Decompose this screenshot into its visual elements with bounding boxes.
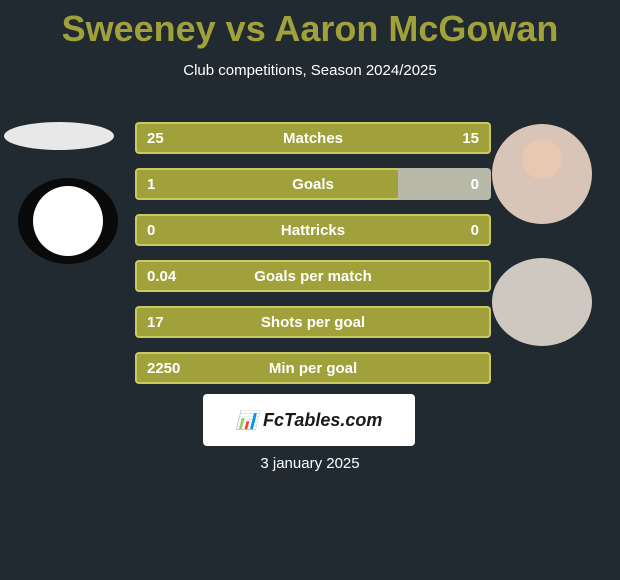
player2-avatar bbox=[492, 124, 592, 224]
stat-left-value: 0 bbox=[147, 222, 155, 239]
stat-left-value: 2250 bbox=[147, 360, 180, 377]
stat-label: Matches bbox=[283, 130, 343, 147]
stat-right-value: 15 bbox=[462, 130, 479, 147]
stat-row: 25 Matches 15 bbox=[135, 122, 491, 154]
branding-logo: 📊 FcTables.com bbox=[203, 394, 415, 446]
stat-row: 2250 Min per goal bbox=[135, 352, 491, 384]
stat-left-value: 25 bbox=[147, 130, 164, 147]
club-badge-inner bbox=[33, 186, 103, 256]
player2-club-badge bbox=[492, 258, 592, 346]
date-label: 3 january 2025 bbox=[260, 455, 359, 472]
stat-left-value: 1 bbox=[147, 176, 155, 193]
player1-avatar bbox=[4, 122, 114, 150]
stat-right-value: 0 bbox=[471, 176, 479, 193]
page-title: Sweeney vs Aaron McGowan bbox=[0, 0, 620, 50]
stat-label: Min per goal bbox=[269, 360, 357, 377]
stat-label: Hattricks bbox=[281, 222, 345, 239]
stat-left-value: 0.04 bbox=[147, 268, 176, 285]
stat-row: 0 Hattricks 0 bbox=[135, 214, 491, 246]
stat-left-value: 17 bbox=[147, 314, 164, 331]
stat-row: 0.04 Goals per match bbox=[135, 260, 491, 292]
stat-row: 17 Shots per goal bbox=[135, 306, 491, 338]
stat-right-value: 0 bbox=[471, 222, 479, 239]
subtitle: Club competitions, Season 2024/2025 bbox=[0, 62, 620, 79]
stats-container: 25 Matches 15 1 Goals 0 0 Hattricks 0 0.… bbox=[135, 122, 491, 398]
player1-club-badge bbox=[18, 178, 118, 264]
stat-label: Shots per goal bbox=[261, 314, 365, 331]
stat-label: Goals per match bbox=[254, 268, 372, 285]
stat-row: 1 Goals 0 bbox=[135, 168, 491, 200]
stat-label: Goals bbox=[292, 176, 334, 193]
